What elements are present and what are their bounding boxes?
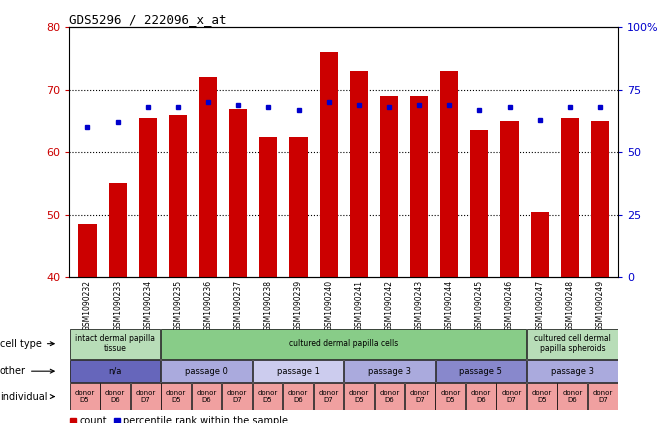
Bar <box>436 360 526 382</box>
Bar <box>253 360 343 382</box>
Text: GSM1090245: GSM1090245 <box>475 280 484 331</box>
Text: GSM1090249: GSM1090249 <box>596 280 604 331</box>
Bar <box>79 224 97 277</box>
Text: cultured cell dermal
papilla spheroids: cultured cell dermal papilla spheroids <box>534 334 611 353</box>
Text: intact dermal papilla
tissue: intact dermal papilla tissue <box>75 334 155 353</box>
Text: passage 3: passage 3 <box>551 367 594 376</box>
Text: GSM1090232: GSM1090232 <box>83 280 92 331</box>
Text: passage 1: passage 1 <box>276 367 319 376</box>
Bar <box>500 121 519 277</box>
Bar <box>375 383 405 410</box>
Bar <box>290 137 307 277</box>
Bar <box>131 383 161 410</box>
Text: donor
D5: donor D5 <box>75 390 95 403</box>
Text: GSM1090238: GSM1090238 <box>264 280 273 331</box>
Bar <box>410 96 428 277</box>
Text: passage 3: passage 3 <box>368 367 411 376</box>
Bar <box>527 383 557 410</box>
Text: donor
D5: donor D5 <box>440 390 461 403</box>
Bar <box>313 383 344 410</box>
Text: GSM1090248: GSM1090248 <box>565 280 574 331</box>
Bar <box>344 383 374 410</box>
Text: GSM1090244: GSM1090244 <box>445 280 453 331</box>
Text: donor
D7: donor D7 <box>227 390 247 403</box>
Text: donor
D7: donor D7 <box>501 390 522 403</box>
Bar <box>588 383 618 410</box>
Bar <box>380 96 398 277</box>
Text: percentile rank within the sample: percentile rank within the sample <box>123 416 288 423</box>
Bar <box>70 329 161 359</box>
Text: other: other <box>0 366 54 376</box>
Bar <box>253 383 282 410</box>
Bar <box>471 130 488 277</box>
Bar <box>344 360 435 382</box>
Bar <box>108 184 127 277</box>
Text: GSM1090237: GSM1090237 <box>234 280 243 331</box>
Text: GSM1090243: GSM1090243 <box>414 280 424 331</box>
Bar <box>229 109 247 277</box>
Bar <box>591 121 609 277</box>
Text: donor
D6: donor D6 <box>196 390 217 403</box>
Bar <box>69 383 100 410</box>
Bar <box>199 77 217 277</box>
Text: donor
D7: donor D7 <box>410 390 430 403</box>
Text: donor
D5: donor D5 <box>531 390 552 403</box>
Bar <box>527 360 617 382</box>
Text: GSM1090246: GSM1090246 <box>505 280 514 331</box>
Text: GSM1090234: GSM1090234 <box>143 280 152 331</box>
Text: GSM1090242: GSM1090242 <box>385 280 393 331</box>
Text: donor
D6: donor D6 <box>379 390 399 403</box>
Bar <box>440 71 458 277</box>
Text: donor
D6: donor D6 <box>288 390 308 403</box>
Bar <box>527 329 617 359</box>
Text: donor
D6: donor D6 <box>471 390 491 403</box>
Text: GSM1090247: GSM1090247 <box>535 280 544 331</box>
Text: GSM1090240: GSM1090240 <box>324 280 333 331</box>
Text: individual: individual <box>0 392 54 401</box>
Text: count: count <box>79 416 107 423</box>
Bar <box>405 383 435 410</box>
Bar <box>350 71 368 277</box>
Text: passage 0: passage 0 <box>185 367 228 376</box>
Text: GSM1090233: GSM1090233 <box>113 280 122 331</box>
Text: GSM1090236: GSM1090236 <box>204 280 213 331</box>
Bar <box>161 360 252 382</box>
Bar <box>139 118 157 277</box>
Bar <box>222 383 252 410</box>
Text: cell type: cell type <box>0 339 54 349</box>
Bar <box>320 52 338 277</box>
Bar <box>259 137 278 277</box>
Text: n/a: n/a <box>108 367 122 376</box>
Bar <box>161 383 191 410</box>
Text: donor
D6: donor D6 <box>563 390 582 403</box>
Bar <box>561 118 579 277</box>
Bar <box>496 383 526 410</box>
Bar <box>466 383 496 410</box>
Text: donor
D7: donor D7 <box>593 390 613 403</box>
Bar <box>557 383 587 410</box>
Text: passage 5: passage 5 <box>459 367 502 376</box>
Bar <box>100 383 130 410</box>
Text: donor
D7: donor D7 <box>319 390 338 403</box>
Bar <box>70 360 161 382</box>
Text: GSM1090239: GSM1090239 <box>294 280 303 331</box>
Text: donor
D5: donor D5 <box>166 390 186 403</box>
Text: cultured dermal papilla cells: cultured dermal papilla cells <box>289 339 399 348</box>
Text: GSM1090241: GSM1090241 <box>354 280 364 331</box>
Text: donor
D5: donor D5 <box>349 390 369 403</box>
Bar <box>283 383 313 410</box>
Bar <box>169 115 187 277</box>
Bar <box>531 212 549 277</box>
Text: GSM1090235: GSM1090235 <box>173 280 182 331</box>
Text: donor
D6: donor D6 <box>105 390 125 403</box>
Text: donor
D5: donor D5 <box>257 390 278 403</box>
Bar <box>192 383 221 410</box>
Text: donor
D7: donor D7 <box>136 390 156 403</box>
Bar <box>436 383 465 410</box>
Text: GDS5296 / 222096_x_at: GDS5296 / 222096_x_at <box>69 14 227 26</box>
Bar <box>161 329 526 359</box>
